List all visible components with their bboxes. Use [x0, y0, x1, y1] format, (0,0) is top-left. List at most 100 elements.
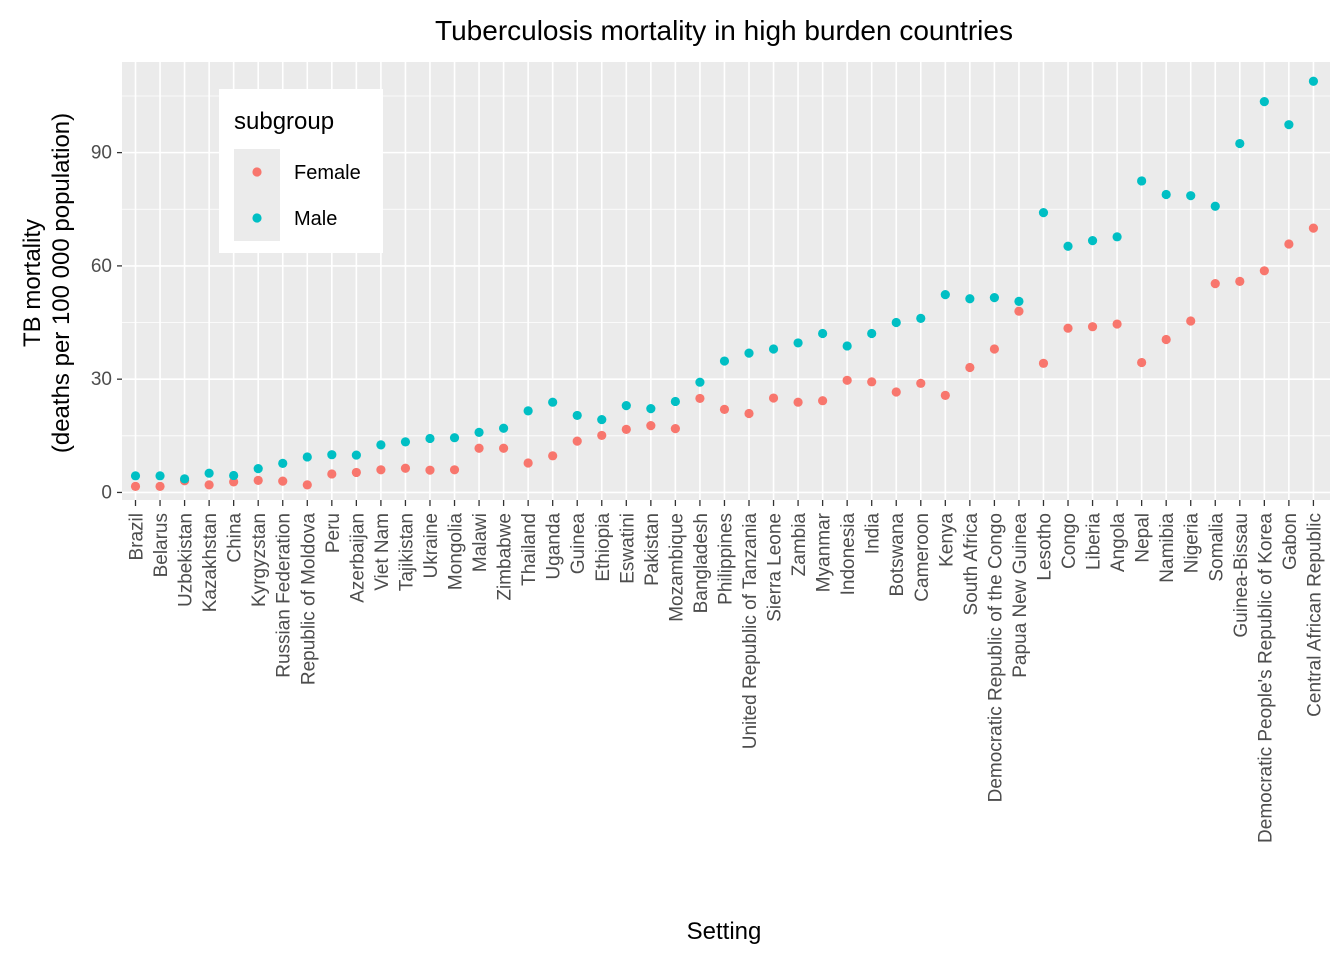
data-point-male — [253, 464, 263, 474]
x-tick-label: Belarus — [151, 513, 172, 577]
data-point-female — [744, 408, 754, 419]
data-point-female — [1186, 316, 1196, 326]
legend-label-male: Male — [294, 208, 337, 230]
y-axis-title: TB mortality (deaths per 100 000 populat… — [19, 113, 75, 453]
data-point-female — [449, 465, 460, 475]
x-tick-label: Kenya — [936, 513, 957, 567]
data-point-female — [327, 469, 337, 479]
x-tick-label: Nigeria — [1182, 513, 1203, 574]
data-point-male — [327, 450, 337, 460]
data-point-male — [670, 396, 680, 407]
data-point-female — [1284, 239, 1294, 249]
legend-marker-male — [252, 213, 262, 223]
x-tick-label: Kazakhstan — [200, 513, 221, 612]
data-point-female — [425, 465, 435, 475]
data-point-male — [1210, 201, 1220, 211]
legend-label-female: Female — [294, 162, 361, 184]
data-point-female — [351, 467, 361, 478]
data-points — [130, 76, 1319, 492]
data-point-male — [376, 440, 386, 450]
data-point-male — [204, 468, 214, 478]
x-tick-label: Congo — [1059, 513, 1080, 569]
x-tick-label: Thailand — [519, 513, 540, 586]
y-axis-title-line-1: TB mortality — [19, 219, 46, 347]
data-point-female — [499, 443, 509, 453]
data-point-female — [155, 481, 165, 492]
data-point-male — [1038, 208, 1049, 218]
data-point-female — [646, 421, 656, 431]
data-point-female — [768, 393, 779, 403]
x-tick-label: Azerbaijan — [347, 513, 368, 603]
data-point-female — [597, 430, 607, 441]
x-tick-label: Guinea-Bissau — [1231, 513, 1252, 638]
data-point-male — [891, 317, 901, 328]
data-point-male — [572, 410, 582, 421]
data-point-female — [940, 390, 950, 401]
x-tick-label: Cameroon — [912, 513, 933, 602]
legend: subgroup Female Male — [219, 89, 383, 253]
data-point-male — [1308, 76, 1319, 86]
x-tick-label: United Republic of Tanzania — [740, 513, 761, 750]
data-point-male — [130, 471, 141, 481]
data-point-male — [548, 397, 558, 407]
data-point-female — [1235, 276, 1245, 286]
data-point-male — [179, 474, 190, 484]
x-tick-label: Gabon — [1280, 513, 1301, 570]
data-point-male — [621, 401, 631, 411]
data-point-female — [867, 377, 877, 387]
y-tick-label: 0 — [101, 482, 112, 503]
x-tick-label: Tajikistan — [396, 513, 417, 591]
data-point-male — [1087, 235, 1098, 246]
data-point-female — [572, 436, 582, 446]
x-tick-label: Indonesia — [838, 513, 859, 596]
data-point-male — [1161, 189, 1171, 200]
data-point-female — [1038, 358, 1049, 368]
x-tick-label: Nepal — [1133, 513, 1154, 563]
x-axis: Brazil Belarus Uzbekistan Kazakhstan China Ky… — [127, 500, 1325, 843]
x-tick-label: Somalia — [1206, 513, 1227, 582]
data-point-male — [1112, 232, 1122, 242]
x-tick-label: Russian Federation — [274, 513, 295, 678]
data-point-male — [400, 437, 411, 447]
data-point-male — [351, 450, 361, 460]
x-tick-label: Philippines — [715, 513, 736, 605]
data-point-male — [229, 470, 239, 481]
data-point-male — [499, 423, 509, 433]
x-tick-label: Ethiopia — [593, 513, 614, 582]
x-tick-label: Viet Nam — [372, 513, 393, 591]
data-point-female — [670, 424, 680, 434]
x-tick-label: Sierra Leone — [765, 513, 786, 622]
y-tick-label: 90 — [91, 143, 112, 164]
data-point-female — [302, 480, 312, 490]
x-tick-label: China — [225, 513, 246, 563]
data-point-female — [916, 378, 926, 388]
data-point-male — [1014, 296, 1024, 306]
y-tick-label: 30 — [91, 369, 112, 390]
data-point-male — [1137, 176, 1147, 186]
x-tick-label: Eswatini — [617, 513, 638, 584]
data-point-female — [376, 465, 386, 475]
data-point-male — [523, 406, 533, 416]
data-point-male — [597, 414, 607, 425]
data-point-male — [1186, 191, 1196, 201]
y-axis-title-line-2: (deaths per 100 000 population) — [48, 113, 75, 453]
x-tick-label: Pakistan — [642, 513, 663, 586]
data-point-female — [891, 387, 901, 397]
data-point-female — [1308, 223, 1319, 233]
data-point-female — [1087, 322, 1098, 332]
chart-title: Tuberculosis mortality in high burden co… — [435, 15, 1013, 46]
data-point-male — [744, 348, 754, 358]
data-point-male — [278, 458, 288, 468]
data-point-male — [989, 293, 1000, 303]
x-tick-label: Democratic People's Republic of Korea — [1255, 513, 1276, 843]
x-tick-label: Kyrgyzstan — [249, 513, 270, 607]
data-point-male — [842, 341, 852, 351]
data-point-male — [1235, 138, 1245, 149]
data-point-female — [1259, 266, 1269, 276]
x-tick-label: Myanmar — [814, 512, 835, 592]
data-point-male — [695, 377, 705, 387]
data-point-female — [1161, 334, 1171, 345]
data-point-male — [818, 328, 828, 339]
data-point-female — [842, 375, 852, 385]
